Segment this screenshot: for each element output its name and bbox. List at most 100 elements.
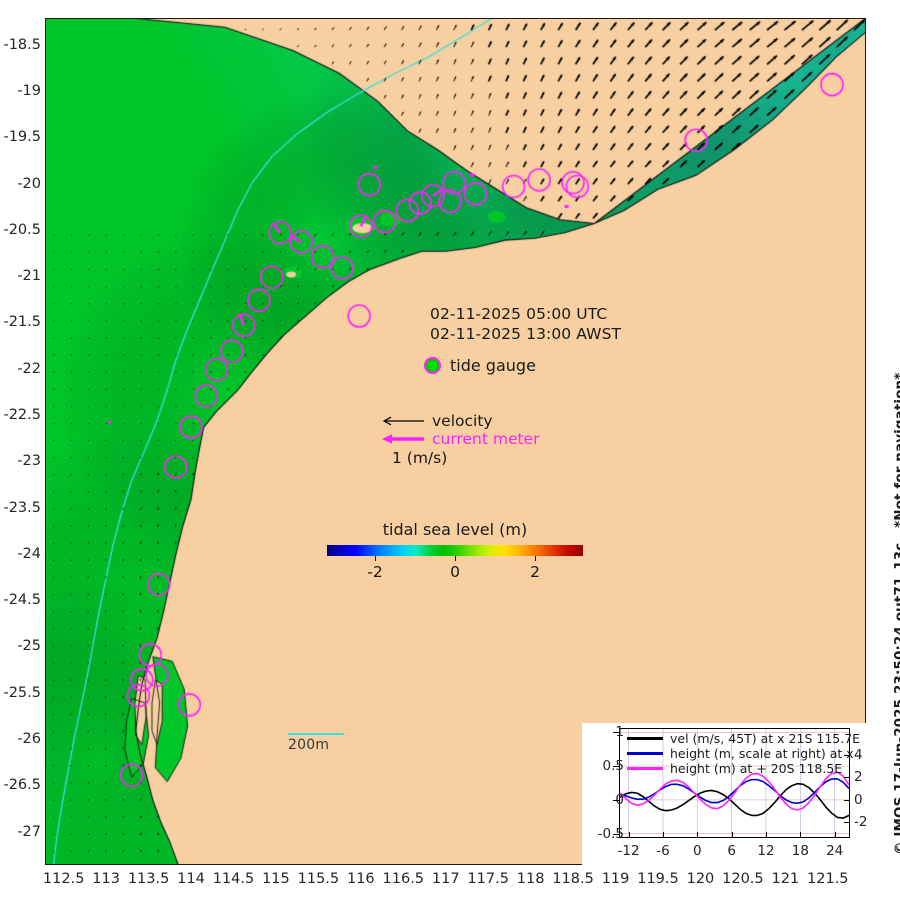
x-tick-label: 118.5 [552, 871, 594, 887]
inset-y-tick-left [613, 766, 619, 768]
inset-series-2 [620, 771, 849, 811]
colorbar-tick-label: -2 [367, 563, 383, 581]
inset-legend-swatch [627, 752, 663, 755]
x-axis-ticks: 112.5 113 113.5 114 114.5 115 115.5 116 116.5 117… [0, 872, 900, 898]
y-tick-label: -22.5 [3, 407, 41, 424]
inset-y-tick-label-left: -0.5 [597, 825, 624, 842]
velocity-key-label: velocity [432, 412, 493, 430]
inset-x-tick-label: -12 [617, 843, 640, 859]
bathymetry-scale-key: 200m [288, 733, 348, 753]
inset-series-0 [620, 782, 849, 819]
inset-x-tick-label: 12 [757, 843, 775, 859]
current-meter-key-row: current meter [380, 430, 539, 448]
inset-y-tick-label-left: 1 [615, 724, 624, 741]
inset-legend: vel (m/s, 45T) at x 21S 115.7E height (m,… [627, 731, 860, 776]
colorbar-block: tidal sea level (m) -2 0 2 [327, 520, 583, 581]
x-tick-label: 119.5 [637, 871, 679, 887]
inset-x-tick [731, 832, 733, 837]
y-tick-label: -24.5 [3, 592, 41, 609]
x-tick-label: 114 [177, 871, 205, 887]
inset-timeseries-chart[interactable]: 1 0.5 0 -0.5 4 2 0 -2 -12 -6 0 6 12 18 24 vel (m/s, 45… [582, 723, 894, 868]
inset-y-tick-label-right: 2 [854, 769, 863, 786]
attribution-caption: © IMOS 17-Jun-2025 23:50:24 out71_13c . … [876, 0, 900, 908]
inset-y-tick-label-left: 0 [615, 791, 624, 808]
inset-legend-label: vel (m/s, 45T) at x 21S 115.7E [670, 731, 861, 746]
y-tick-label: -23.5 [3, 499, 41, 516]
x-tick-label: 118 [516, 871, 545, 887]
tide-gauge-icon [424, 357, 441, 374]
y-tick-label: -25.5 [3, 684, 41, 701]
inset-y-tick-right [844, 777, 850, 779]
inset-x-tick [662, 832, 664, 837]
inset-x-tick [697, 832, 699, 837]
y-tick-label: -27 [17, 823, 41, 840]
inset-x-tick-label: 0 [692, 843, 702, 859]
x-tick-label: 115.5 [297, 871, 340, 887]
inset-x-tick-label: 24 [826, 843, 844, 859]
velocity-key: velocity current meter 1 (m/s) [380, 412, 539, 467]
inset-x-tick-label: 6 [727, 843, 736, 859]
inset-legend-swatch [627, 767, 663, 770]
timestamp-block: 02-11-2025 05:00 UTC 02-11-2025 13:00 AW… [430, 305, 621, 344]
x-tick-label: 117 [431, 871, 460, 887]
colorbar-tick-label: 0 [450, 563, 460, 581]
y-tick-label: -26 [17, 731, 41, 748]
tide-gauge-legend-label: tide gauge [450, 356, 536, 375]
timestamp-utc: 02-11-2025 05:00 UTC [430, 305, 608, 323]
y-tick-label: -21.5 [3, 314, 41, 331]
x-tick-label: 115 [262, 871, 290, 887]
inset-y-tick-right [844, 799, 850, 801]
bathymetry-contour-swatch [288, 733, 344, 735]
y-tick-label: -22 [17, 360, 41, 377]
inset-legend-row: height (m, scale at right) at x [627, 746, 860, 761]
y-axis-ticks: -18.5 -19 -19.5 -20 -20.5 -21 -21.5 -22 -22.5 -23… [0, 0, 41, 908]
colorbar-tick-label: 2 [530, 563, 540, 581]
y-tick-label: -25 [17, 638, 41, 655]
colorbar-tick [375, 556, 376, 561]
inset-y-tick-left [613, 833, 619, 835]
inset-x-tick [628, 832, 630, 837]
x-tick-label: 119 [601, 871, 630, 887]
y-tick-label: -21 [17, 268, 41, 285]
inset-y-tick-label-right: -2 [854, 814, 868, 831]
inset-plot-area [619, 728, 850, 838]
x-tick-label: 116.5 [382, 871, 425, 887]
y-tick-label: -23 [17, 453, 41, 470]
colorbar-title: tidal sea level (m) [382, 520, 528, 539]
bathymetry-scale-label: 200m [288, 737, 330, 753]
x-tick-label: 116 [346, 871, 375, 887]
y-tick-label: -24 [17, 545, 41, 562]
inset-x-tick [765, 832, 767, 837]
colorbar-tick [535, 556, 536, 561]
inset-y-tick-right [844, 754, 850, 756]
timestamp-local: 02-11-2025 13:00 AWST [430, 324, 622, 343]
y-tick-label: -26.5 [3, 777, 41, 794]
colorbar-tick [455, 556, 456, 561]
inset-y-tick-label-right: 0 [854, 791, 863, 808]
x-tick-label: 120.5 [722, 871, 764, 887]
inset-legend-swatch [627, 737, 663, 740]
y-tick-label: -19.5 [3, 129, 41, 146]
inset-x-tick [800, 832, 802, 837]
inset-legend-label: height (m) at + 20S 118.5E [670, 761, 843, 776]
y-tick-label: -20 [17, 175, 41, 192]
x-tick-label: 121.5 [807, 871, 849, 887]
x-tick-label: 120 [686, 871, 715, 887]
inset-y-tick-left [613, 799, 619, 801]
inset-x-tick-label: 18 [791, 843, 809, 859]
inset-y-tick-right [844, 822, 850, 824]
inset-y-tick-left [613, 732, 619, 734]
velocity-scale-label: 1 (m/s) [392, 449, 448, 467]
map-plot-area[interactable]: 02-11-2025 05:00 UTC 02-11-2025 13:00 AW… [45, 18, 866, 865]
x-tick-label: 114.5 [212, 871, 255, 887]
inset-legend-label: height (m, scale at right) at x [670, 746, 854, 761]
current-meter-arrow-icon [382, 434, 424, 444]
inset-x-tick-label: -6 [656, 843, 670, 859]
colorbar-gradient [327, 545, 583, 556]
x-tick-label: 113.5 [127, 871, 170, 887]
x-tick-label: 121 [771, 871, 800, 887]
velocity-key-row: velocity [380, 412, 539, 430]
inset-x-tick [834, 832, 836, 837]
velocity-arrow-icon [382, 416, 424, 426]
inset-legend-row: vel (m/s, 45T) at x 21S 115.7E [627, 731, 860, 746]
